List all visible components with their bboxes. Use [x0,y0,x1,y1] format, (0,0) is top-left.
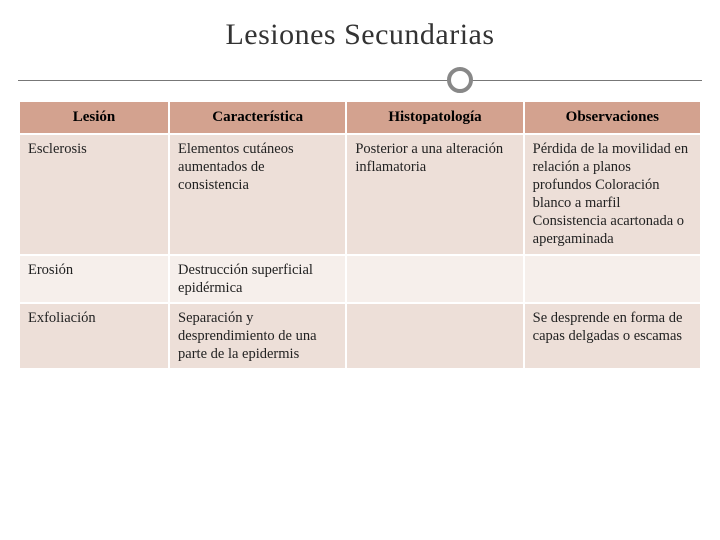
cell-observaciones: Pérdida de la movilidad en relación a pl… [524,134,701,255]
col-header-histopatologia: Histopatología [346,101,523,134]
page-title: Lesiones Secundarias [18,10,702,60]
cell-lesion: Exfoliación [19,303,169,369]
cell-caracteristica: Separación y desprendimiento de una part… [169,303,346,369]
circle-icon [447,67,473,93]
cell-histopatologia: Posterior a una alteración inflamatoria [346,134,523,255]
col-header-lesion: Lesión [19,101,169,134]
col-header-caracteristica: Característica [169,101,346,134]
cell-histopatologia [346,255,523,303]
table-row: Exfoliación Separación y desprendimiento… [19,303,701,369]
cell-caracteristica: Elementos cutáneos aumentados de consist… [169,134,346,255]
rule-line [18,80,702,81]
slide: Lesiones Secundarias Lesión Característi… [0,0,720,540]
cell-histopatologia [346,303,523,369]
cell-lesion: Erosión [19,255,169,303]
cell-observaciones: Se desprende en forma de capas delgadas … [524,303,701,369]
title-wrap: Lesiones Secundarias [18,10,702,60]
cell-lesion: Esclerosis [19,134,169,255]
table-row: Esclerosis Elementos cutáneos aumentados… [19,134,701,255]
lesions-table: Lesión Característica Histopatología Obs… [18,100,702,370]
col-header-observaciones: Observaciones [524,101,701,134]
table-header-row: Lesión Característica Histopatología Obs… [19,101,701,134]
title-rule [18,66,702,94]
table-row: Erosión Destrucción superficial epidérmi… [19,255,701,303]
cell-observaciones [524,255,701,303]
cell-caracteristica: Destrucción superficial epidérmica [169,255,346,303]
